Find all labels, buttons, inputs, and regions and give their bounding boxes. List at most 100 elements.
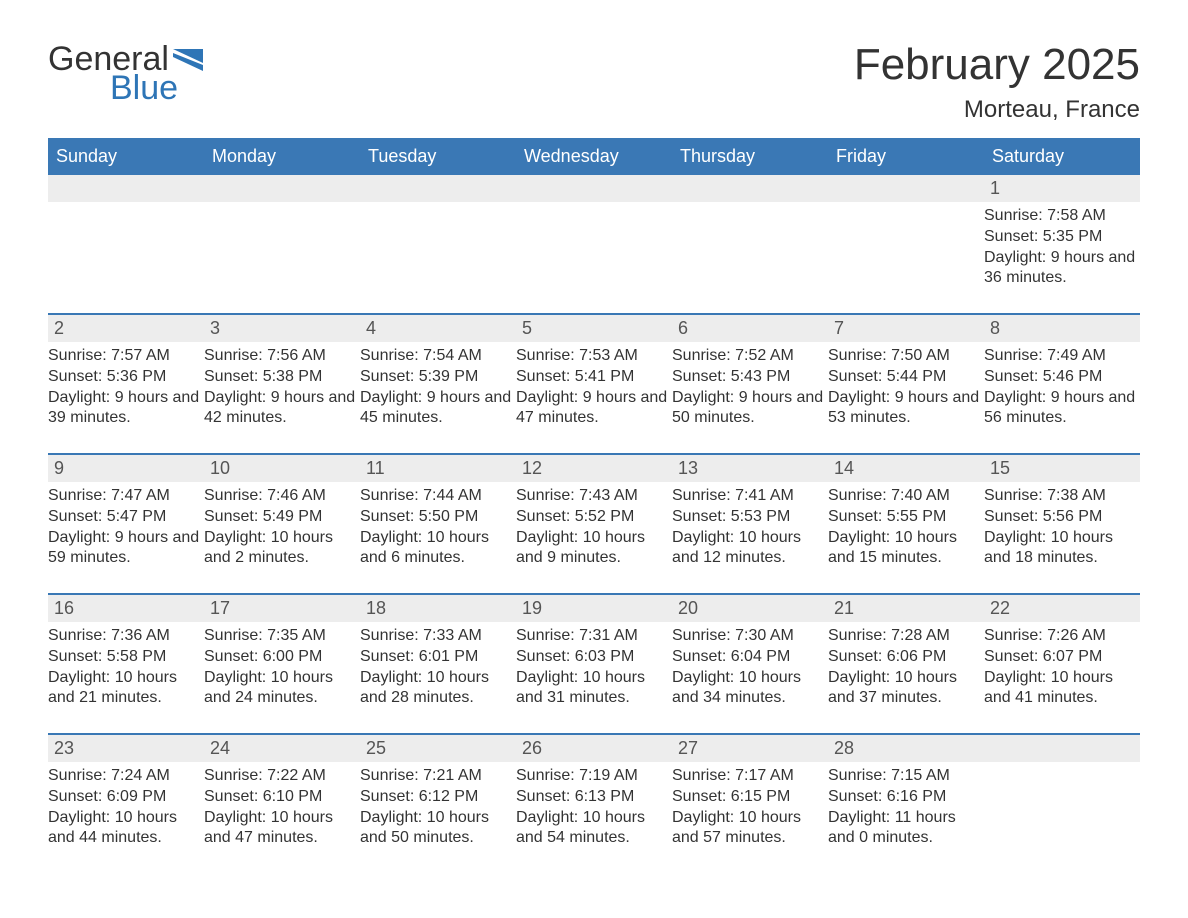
day-number: 10 <box>204 455 360 482</box>
day-body: Sunrise: 7:31 AMSunset: 6:03 PMDaylight:… <box>516 622 672 713</box>
day-body <box>48 202 204 210</box>
day-cell: 24Sunrise: 7:22 AMSunset: 6:10 PMDayligh… <box>204 735 360 855</box>
sunrise-text: Sunrise: 7:58 AM <box>984 206 1136 227</box>
daylight-text: Daylight: 9 hours and 36 minutes. <box>984 248 1136 290</box>
day-body: Sunrise: 7:28 AMSunset: 6:06 PMDaylight:… <box>828 622 984 713</box>
day-body: Sunrise: 7:58 AMSunset: 5:35 PMDaylight:… <box>984 202 1140 293</box>
day-body: Sunrise: 7:35 AMSunset: 6:00 PMDaylight:… <box>204 622 360 713</box>
day-body: Sunrise: 7:41 AMSunset: 5:53 PMDaylight:… <box>672 482 828 573</box>
day-body: Sunrise: 7:49 AMSunset: 5:46 PMDaylight:… <box>984 342 1140 433</box>
day-cell: 17Sunrise: 7:35 AMSunset: 6:00 PMDayligh… <box>204 595 360 715</box>
day-cell: 14Sunrise: 7:40 AMSunset: 5:55 PMDayligh… <box>828 455 984 575</box>
daylight-text: Daylight: 9 hours and 47 minutes. <box>516 388 668 430</box>
sunrise-text: Sunrise: 7:38 AM <box>984 486 1136 507</box>
day-cell: 5Sunrise: 7:53 AMSunset: 5:41 PMDaylight… <box>516 315 672 435</box>
day-number: 2 <box>48 315 204 342</box>
day-cell <box>672 175 828 295</box>
day-number: 5 <box>516 315 672 342</box>
day-body: Sunrise: 7:15 AMSunset: 6:16 PMDaylight:… <box>828 762 984 853</box>
sunset-text: Sunset: 5:44 PM <box>828 367 980 388</box>
sunrise-text: Sunrise: 7:54 AM <box>360 346 512 367</box>
day-cell: 11Sunrise: 7:44 AMSunset: 5:50 PMDayligh… <box>360 455 516 575</box>
day-cell: 6Sunrise: 7:52 AMSunset: 5:43 PMDaylight… <box>672 315 828 435</box>
sunset-text: Sunset: 5:55 PM <box>828 507 980 528</box>
daylight-text: Daylight: 9 hours and 42 minutes. <box>204 388 356 430</box>
day-number: 22 <box>984 595 1140 622</box>
week-row: 1Sunrise: 7:58 AMSunset: 5:35 PMDaylight… <box>48 175 1140 295</box>
daylight-text: Daylight: 10 hours and 28 minutes. <box>360 668 512 710</box>
day-number: 20 <box>672 595 828 622</box>
day-body: Sunrise: 7:30 AMSunset: 6:04 PMDaylight:… <box>672 622 828 713</box>
day-cell: 9Sunrise: 7:47 AMSunset: 5:47 PMDaylight… <box>48 455 204 575</box>
daylight-text: Daylight: 10 hours and 2 minutes. <box>204 528 356 570</box>
day-body <box>204 202 360 210</box>
week-row: 9Sunrise: 7:47 AMSunset: 5:47 PMDaylight… <box>48 453 1140 575</box>
day-cell <box>828 175 984 295</box>
day-cell: 28Sunrise: 7:15 AMSunset: 6:16 PMDayligh… <box>828 735 984 855</box>
sunset-text: Sunset: 6:07 PM <box>984 647 1136 668</box>
week-row: 2Sunrise: 7:57 AMSunset: 5:36 PMDaylight… <box>48 313 1140 435</box>
day-cell: 13Sunrise: 7:41 AMSunset: 5:53 PMDayligh… <box>672 455 828 575</box>
day-number: 13 <box>672 455 828 482</box>
sunrise-text: Sunrise: 7:46 AM <box>204 486 356 507</box>
week-row: 16Sunrise: 7:36 AMSunset: 5:58 PMDayligh… <box>48 593 1140 715</box>
sunset-text: Sunset: 5:46 PM <box>984 367 1136 388</box>
location-label: Morteau, France <box>854 96 1140 124</box>
weekday-header-row: Sunday Monday Tuesday Wednesday Thursday… <box>48 138 1140 175</box>
day-number: 25 <box>360 735 516 762</box>
day-body: Sunrise: 7:50 AMSunset: 5:44 PMDaylight:… <box>828 342 984 433</box>
day-body <box>360 202 516 210</box>
sunset-text: Sunset: 6:01 PM <box>360 647 512 668</box>
daylight-text: Daylight: 9 hours and 39 minutes. <box>48 388 200 430</box>
sunrise-text: Sunrise: 7:36 AM <box>48 626 200 647</box>
day-number <box>48 175 204 202</box>
day-cell <box>516 175 672 295</box>
daylight-text: Daylight: 10 hours and 54 minutes. <box>516 808 668 850</box>
day-cell: 7Sunrise: 7:50 AMSunset: 5:44 PMDaylight… <box>828 315 984 435</box>
sunrise-text: Sunrise: 7:47 AM <box>48 486 200 507</box>
sunrise-text: Sunrise: 7:41 AM <box>672 486 824 507</box>
sunset-text: Sunset: 6:04 PM <box>672 647 824 668</box>
weekday-header: Wednesday <box>516 138 672 175</box>
day-number: 18 <box>360 595 516 622</box>
day-number <box>360 175 516 202</box>
day-number: 4 <box>360 315 516 342</box>
sunset-text: Sunset: 6:00 PM <box>204 647 356 668</box>
brand-flag-icon <box>173 49 203 71</box>
title-block: February 2025 Morteau, France <box>854 40 1140 124</box>
sunset-text: Sunset: 6:16 PM <box>828 787 980 808</box>
daylight-text: Daylight: 10 hours and 41 minutes. <box>984 668 1136 710</box>
daylight-text: Daylight: 9 hours and 50 minutes. <box>672 388 824 430</box>
sunrise-text: Sunrise: 7:44 AM <box>360 486 512 507</box>
daylight-text: Daylight: 9 hours and 53 minutes. <box>828 388 980 430</box>
sunrise-text: Sunrise: 7:19 AM <box>516 766 668 787</box>
day-cell: 26Sunrise: 7:19 AMSunset: 6:13 PMDayligh… <box>516 735 672 855</box>
day-number: 26 <box>516 735 672 762</box>
day-body: Sunrise: 7:40 AMSunset: 5:55 PMDaylight:… <box>828 482 984 573</box>
day-cell: 4Sunrise: 7:54 AMSunset: 5:39 PMDaylight… <box>360 315 516 435</box>
day-number: 15 <box>984 455 1140 482</box>
day-number: 3 <box>204 315 360 342</box>
sunset-text: Sunset: 5:56 PM <box>984 507 1136 528</box>
sunrise-text: Sunrise: 7:33 AM <box>360 626 512 647</box>
day-cell: 10Sunrise: 7:46 AMSunset: 5:49 PMDayligh… <box>204 455 360 575</box>
weekday-header: Thursday <box>672 138 828 175</box>
day-body: Sunrise: 7:43 AMSunset: 5:52 PMDaylight:… <box>516 482 672 573</box>
sunset-text: Sunset: 6:03 PM <box>516 647 668 668</box>
month-title: February 2025 <box>854 40 1140 90</box>
sunset-text: Sunset: 5:43 PM <box>672 367 824 388</box>
day-cell: 18 Sunrise: 7:33 AMSunset: 6:01 PMDayligh… <box>360 595 516 715</box>
day-cell: 3Sunrise: 7:56 AMSunset: 5:38 PMDaylight… <box>204 315 360 435</box>
day-body: Sunrise: 7:47 AMSunset: 5:47 PMDaylight:… <box>48 482 204 573</box>
sunset-text: Sunset: 5:36 PM <box>48 367 200 388</box>
day-body: Sunrise: 7:52 AMSunset: 5:43 PMDaylight:… <box>672 342 828 433</box>
day-body: Sunrise: 7:46 AMSunset: 5:49 PMDaylight:… <box>204 482 360 573</box>
sunset-text: Sunset: 6:09 PM <box>48 787 200 808</box>
day-body: Sunrise: 7:56 AMSunset: 5:38 PMDaylight:… <box>204 342 360 433</box>
day-number: 17 <box>204 595 360 622</box>
day-cell: 1Sunrise: 7:58 AMSunset: 5:35 PMDaylight… <box>984 175 1140 295</box>
sunset-text: Sunset: 5:49 PM <box>204 507 356 528</box>
day-number: 1 <box>984 175 1140 202</box>
daylight-text: Daylight: 10 hours and 9 minutes. <box>516 528 668 570</box>
sunset-text: Sunset: 5:35 PM <box>984 227 1136 248</box>
